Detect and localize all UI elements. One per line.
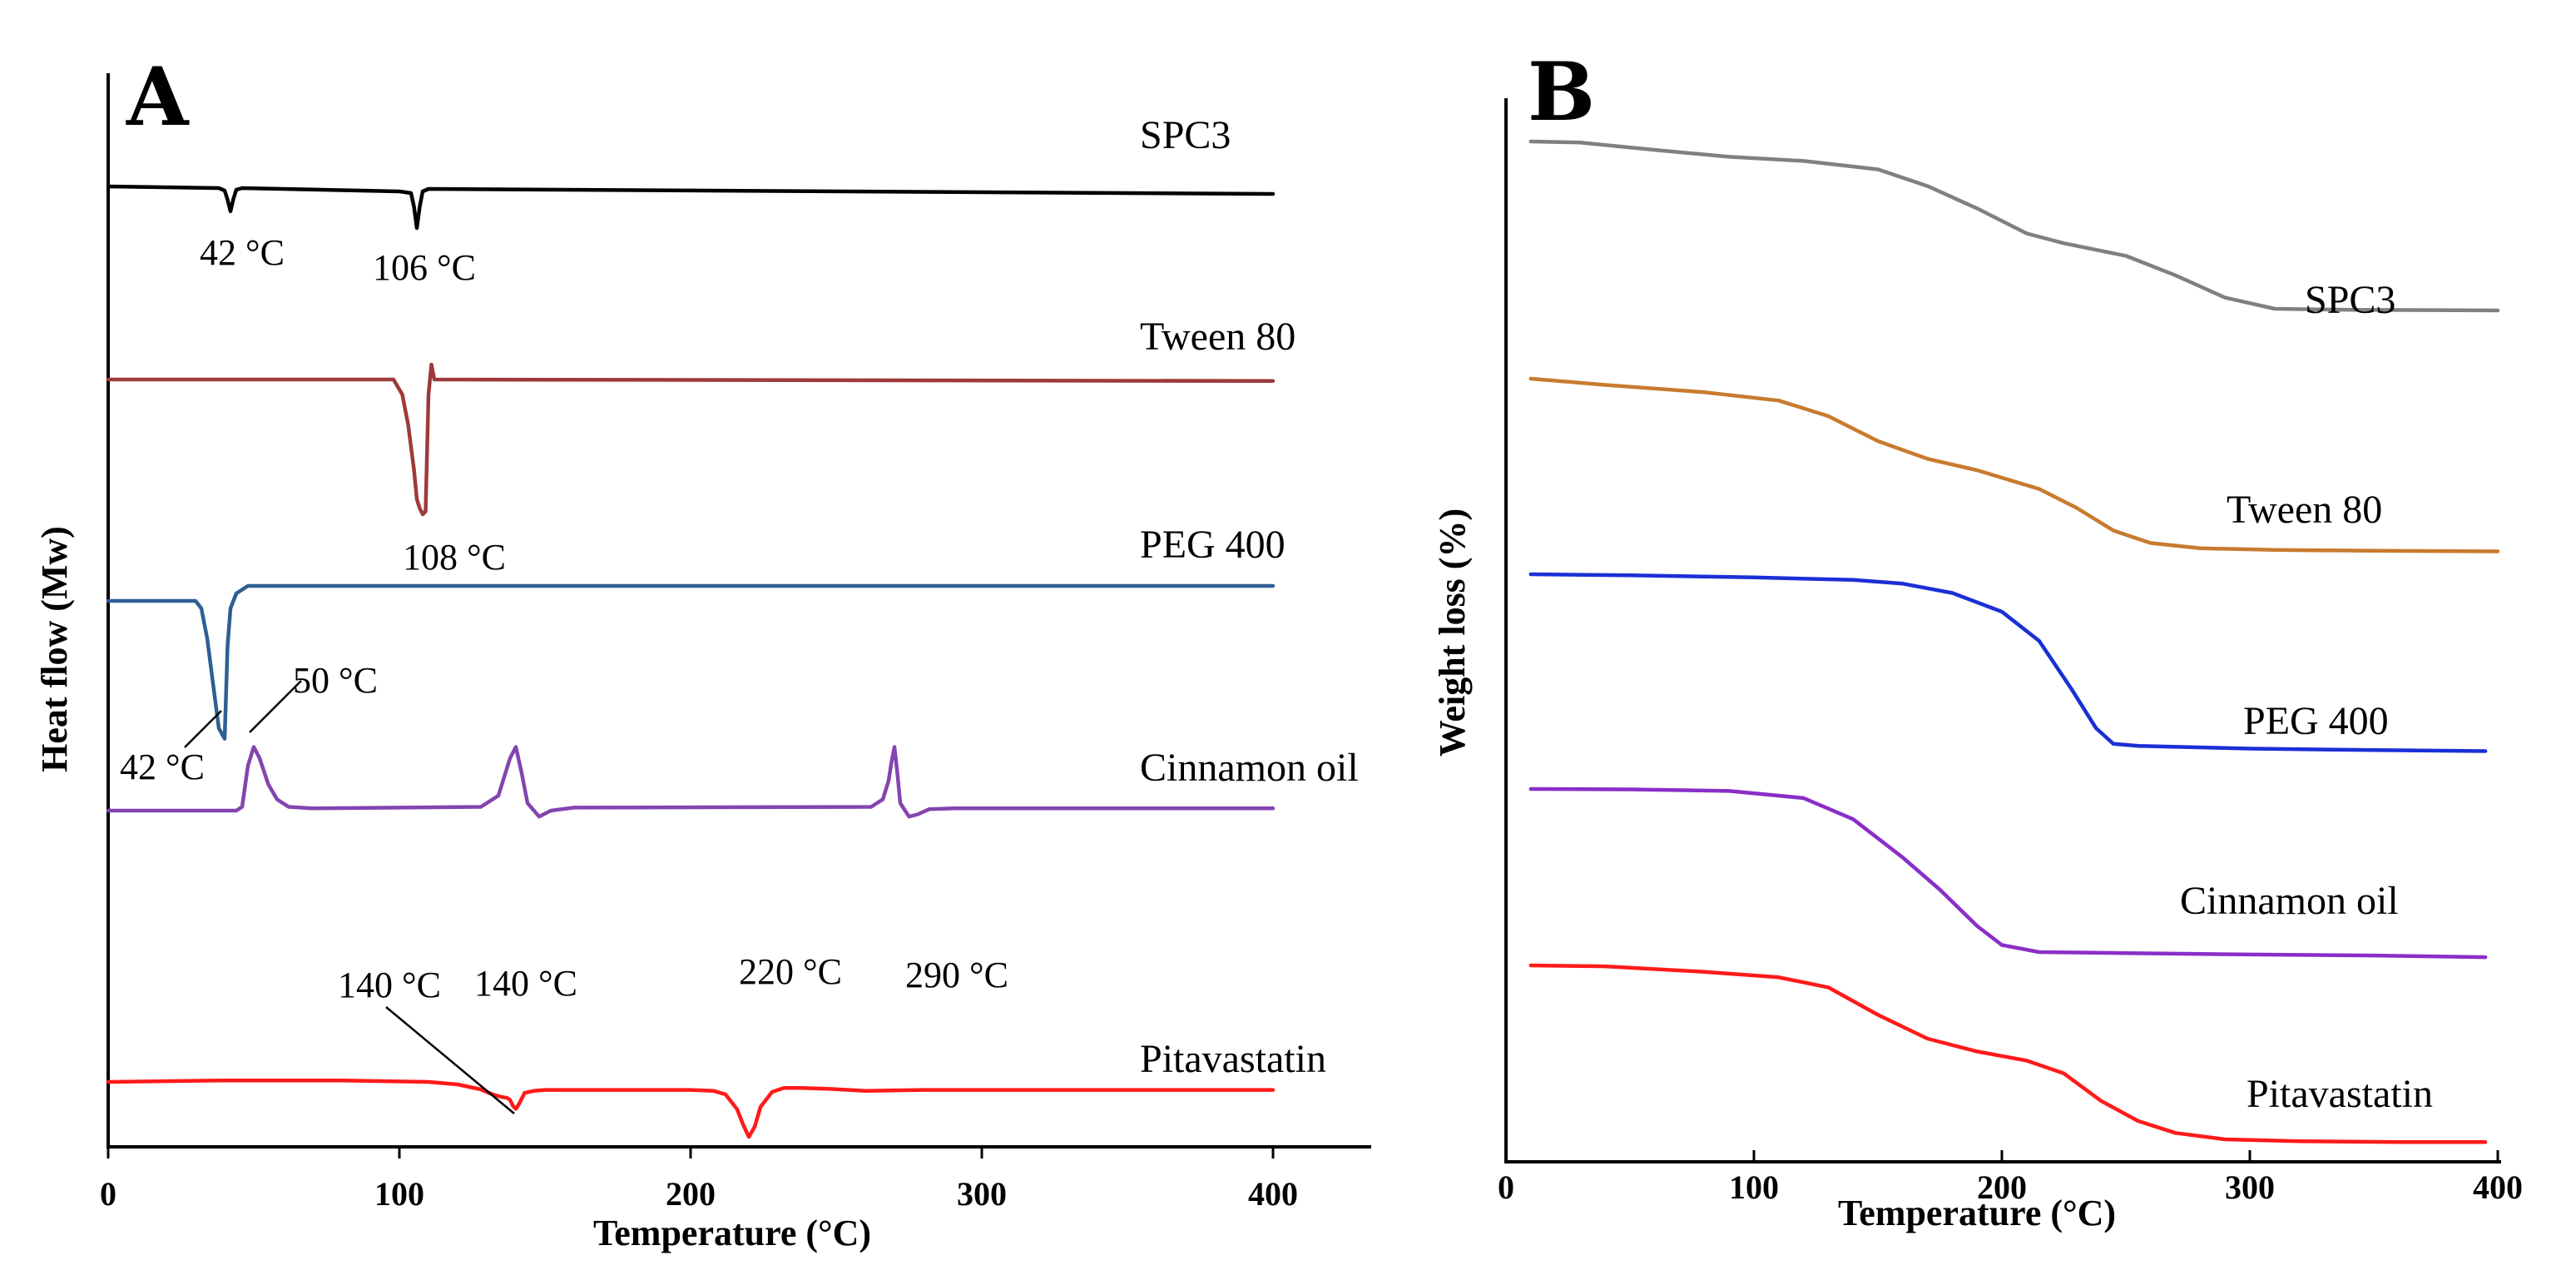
panel-b-label-peg-400: PEG 400 [2243, 699, 2389, 743]
panel-a-label-cinnamon-oil: Cinnamon oil [1140, 746, 1359, 790]
panel-a-x-axis-title: Temperature (°C) [593, 1213, 871, 1253]
panel-b-x-tick-label: 300 [2225, 1168, 2275, 1206]
panel-b-x-tick-label: 0 [1498, 1168, 1514, 1206]
panel-b-x-tick-label: 100 [1729, 1168, 1779, 1206]
panel-b-x-tick-label: 400 [2473, 1168, 2523, 1206]
dsc-curve-tween-80 [106, 362, 1276, 517]
panel-a-label-spc3: SPC3 [1140, 113, 1231, 157]
panel-a-letter: A [126, 50, 190, 144]
annotation-pitavastatin-220: 220 °C [739, 951, 842, 992]
panel-a-x-tick-label: 100 [374, 1175, 424, 1213]
tga-curve-spc3 [1528, 139, 2500, 313]
panel-a-x-tick-label: 400 [1248, 1175, 1298, 1213]
annotation-cinnamon-290: 290 °C [905, 955, 1008, 995]
annotation-peg-42-leader [184, 710, 222, 748]
panel-a-x-tick-label: 300 [957, 1175, 1007, 1213]
tga-curve-tween-80 [1528, 376, 2500, 553]
panel-a-label-peg-400: PEG 400 [1140, 523, 1286, 567]
panel-a-label-pitavastatin: Pitavastatin [1140, 1037, 1326, 1081]
tga-curve-pitavastatin [1528, 963, 2488, 1144]
panel-b-label-tween-80: Tween 80 [2227, 488, 2382, 532]
annotation-peg-42: 42 °C [120, 747, 205, 787]
panel-a-x-tick-label: 200 [666, 1175, 716, 1213]
panel-b-label-cinnamon-oil: Cinnamon oil [2180, 879, 2399, 923]
panel-b-letter: B [1528, 45, 1595, 139]
annotation-pitavastatin-140: 140 °C [338, 965, 441, 1005]
annotation-tween-108: 108 °C [403, 537, 506, 578]
annotation-spc3-106: 106 °C [373, 247, 476, 288]
panel-b-x-tick-label: 200 [1977, 1168, 2027, 1206]
dsc-curve-peg-400 [106, 583, 1276, 741]
dsc-curve-cinnamon-oil [106, 745, 1276, 819]
dsc-curve-spc3 [106, 184, 1276, 231]
annotation-cinnamon-50-leader [249, 680, 302, 733]
annotation-cinnamon-140: 140 °C [474, 963, 577, 1004]
tga-curve-cinnamon-oil [1528, 786, 2488, 960]
panel-a: A 0 100 200 300 400 Temperature (°C) Hea… [34, 50, 1371, 1253]
panel-a-x-tick-label: 0 [100, 1175, 116, 1213]
annotation-spc3-42: 42 °C [200, 232, 285, 273]
panel-a-label-tween-80: Tween 80 [1140, 315, 1295, 359]
panel-b: B 0 100 200 300 400 Temperature (°C) Wei… [1432, 45, 2523, 1233]
panel-a-y-axis-title: Heat flow (Mw) [34, 526, 75, 772]
panel-b-label-pitavastatin: Pitavastatin [2247, 1072, 2433, 1116]
annotation-pitavastatin-140-leader [385, 1006, 515, 1114]
annotation-cinnamon-50: 50 °C [293, 660, 378, 701]
panel-b-y-axis-title: Weight loss (%) [1432, 509, 1473, 757]
dsc-curve-pitavastatin [106, 1078, 1276, 1139]
panel-b-x-axis-title: Temperature (°C) [1838, 1193, 2116, 1233]
tga-curve-peg-400 [1528, 572, 2488, 753]
panel-b-label-spc3: SPC3 [2305, 278, 2395, 322]
